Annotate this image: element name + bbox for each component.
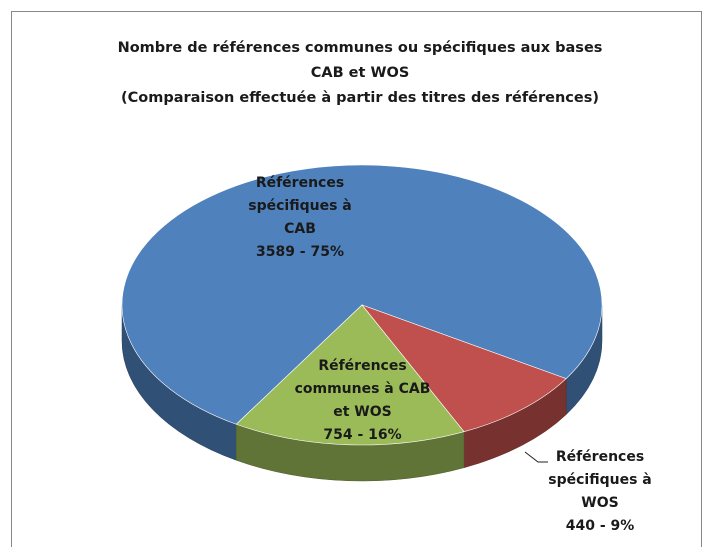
pie-slice bbox=[235, 304, 465, 446]
category-label: Références communes à CAB et WOS bbox=[294, 358, 431, 420]
value-label: 754 - 16% bbox=[323, 427, 402, 443]
data-label: Références communes à CAB et WOS 754 - 16… bbox=[290, 355, 435, 447]
data-label: Références spécifiques à CAB 3589 - 75% bbox=[240, 172, 360, 264]
data-label: Références spécifiques à WOS 440 - 9% bbox=[535, 446, 665, 538]
pie-slice bbox=[121, 164, 603, 425]
leader-line bbox=[524, 451, 548, 463]
title-block: Nombre de références communes ou spécifi… bbox=[100, 36, 620, 111]
chart-title: Nombre de références communes ou spécifi… bbox=[117, 40, 603, 81]
category-label: Références spécifiques à CAB bbox=[248, 175, 352, 237]
value-label: 3589 - 75% bbox=[255, 244, 345, 260]
chart-subtitle: (Comparaison effectuée à partir des titr… bbox=[120, 90, 599, 106]
value-label: 440 - 9% bbox=[565, 518, 635, 534]
category-label: Références spécifiques à WOS bbox=[548, 449, 652, 511]
frame bbox=[11, 11, 702, 547]
pie-slice bbox=[361, 304, 567, 433]
